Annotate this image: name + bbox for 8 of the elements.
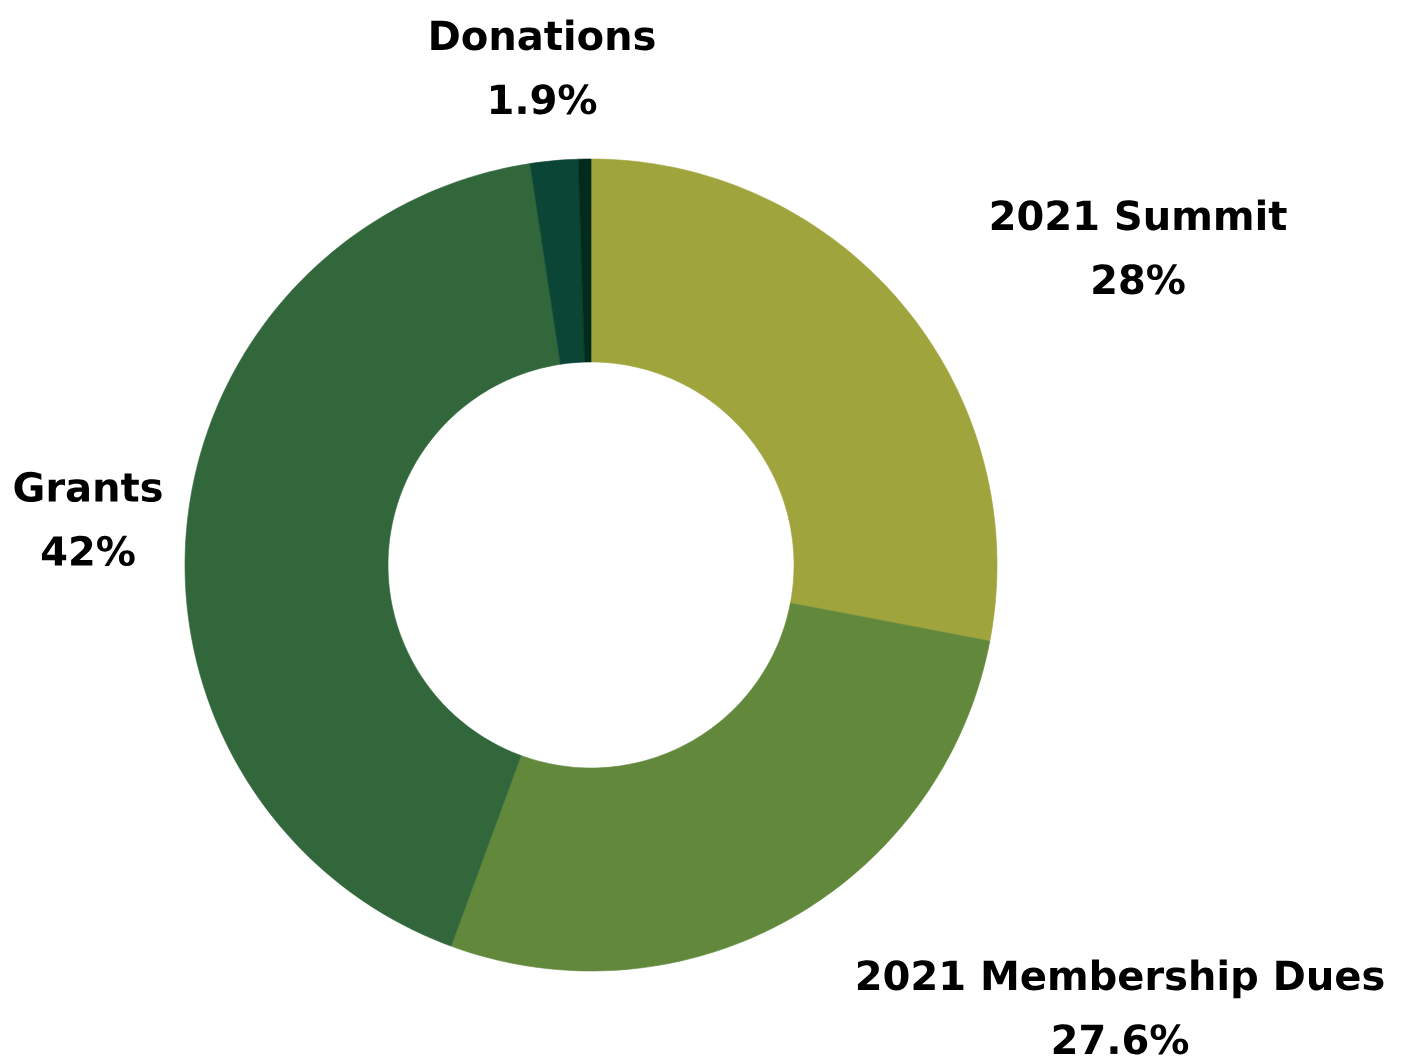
data-label: 1.9%: [491, 84, 597, 115]
data-label: 42%: [41, 535, 135, 567]
slice-label: Donations: [431, 19, 655, 51]
data-label: 27.6%: [1053, 1024, 1189, 1055]
slice-label: Grants: [14, 471, 162, 503]
slice-label: 2021 Summit: [991, 199, 1287, 231]
slice-label: 2021 Membership Dues: [857, 959, 1384, 999]
data-label: 28%: [1093, 264, 1185, 295]
